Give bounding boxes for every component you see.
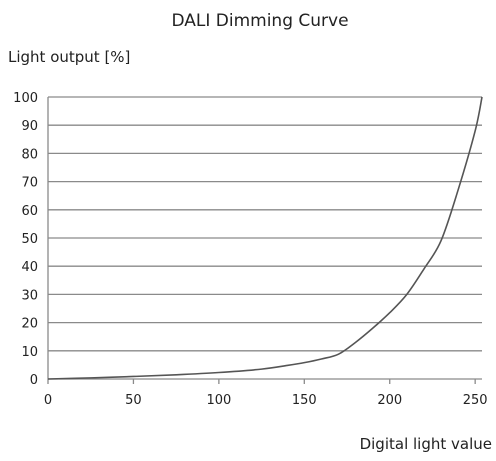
y-tick-label-100: 100 — [13, 91, 38, 106]
y-tick-label-0: 0 — [30, 373, 38, 388]
y-tick-label-20: 20 — [21, 317, 38, 332]
series-lines — [47, 96, 483, 380]
x-axis-label: Digital light value — [360, 435, 492, 453]
axes — [47, 97, 482, 384]
x-tick-label-100: 100 — [206, 393, 231, 408]
x-tick-label-0: 0 — [44, 393, 52, 408]
y-tick-label-40: 40 — [21, 260, 38, 275]
tick-labels: 0 10 20 30 40 50 60 70 80 90 100 0 50 100 150 200 250 — [13, 91, 487, 408]
y-tick-label-90: 90 — [21, 119, 38, 134]
y-tick-label-60: 60 — [21, 204, 38, 219]
y-tick-label-70: 70 — [21, 176, 38, 191]
x-tick-label-150: 150 — [292, 393, 317, 408]
y-tick-label-30: 30 — [21, 288, 38, 303]
y-tick-label-10: 10 — [21, 345, 38, 360]
series-line-0 — [47, 96, 483, 380]
y-tick-label-50: 50 — [21, 232, 38, 247]
x-tick-label-250: 250 — [463, 393, 488, 408]
chart-title: DALI Dimming Curve — [171, 11, 348, 31]
x-tick-label-50: 50 — [125, 393, 142, 408]
x-tick-label-200: 200 — [377, 393, 402, 408]
y-axis-label: Light output [%] — [8, 48, 130, 66]
grid-lines — [48, 96, 482, 352]
y-tick-label-80: 80 — [21, 147, 38, 162]
